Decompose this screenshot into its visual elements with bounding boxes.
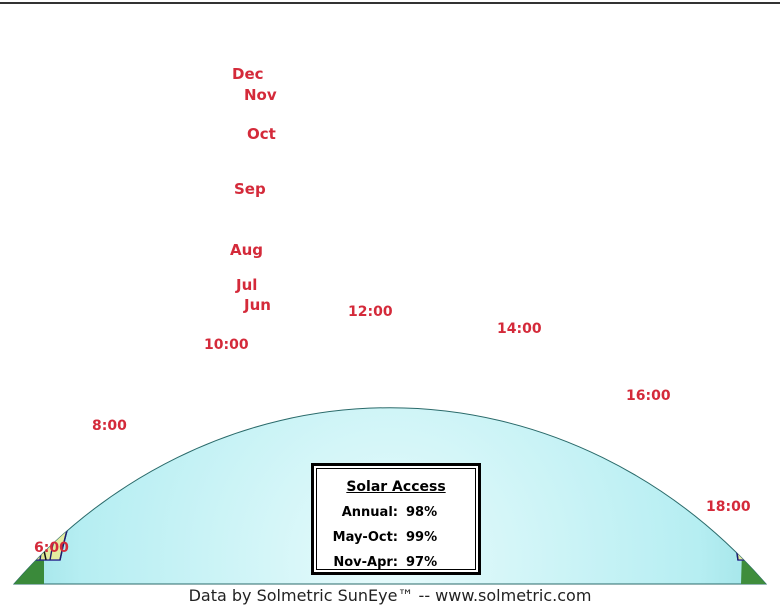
hour-line-2	[92, 215, 126, 395]
solar-access-value: 97%	[406, 555, 438, 570]
month-label-nov: Nov	[244, 86, 277, 104]
month-label-sep: Sep	[234, 180, 266, 198]
solar-access-label: May-Oct:	[332, 530, 398, 545]
month-label-dec: Dec	[232, 65, 264, 83]
solar-access-panel: Solar Access Annual: 98% May-Oct: 99% No…	[311, 463, 481, 575]
hour-line-11	[707, 407, 749, 501]
hour-line-1	[47, 407, 87, 481]
hour-label-18: 18:00	[706, 499, 751, 515]
hour-line-10	[660, 210, 700, 400]
solar-access-row-annual: Annual: 98%	[314, 505, 478, 520]
hour-label-8: 8:00	[92, 418, 127, 434]
solar-access-row-may-oct: May-Oct: 99%	[314, 530, 478, 545]
hour-line-9	[592, 142, 635, 340]
solar-access-value: 98%	[406, 505, 438, 520]
hour-line-6	[366, 68, 395, 282]
hour-line-3	[148, 132, 160, 330]
hour-label-14: 14:00	[497, 321, 542, 337]
hour-line-7	[450, 74, 478, 284]
month-label-jul: Jul	[235, 276, 257, 294]
solar-access-label: Annual:	[341, 505, 398, 520]
solar-access-label: Nov-Apr:	[333, 555, 398, 570]
hour-line-8	[520, 100, 565, 300]
ground-patch-left-dark	[14, 407, 26, 470]
hour-line-5	[290, 72, 305, 302]
hour-line-4	[213, 90, 226, 320]
hour-label-12: 12:00	[348, 304, 393, 320]
hour-label-16: 16:00	[626, 388, 671, 404]
solar-access-value: 99%	[406, 530, 438, 545]
month-label-aug: Aug	[230, 241, 263, 259]
hour-label-10: 10:00	[204, 337, 249, 353]
month-label-jun: Jun	[243, 296, 271, 314]
ground-patch-left	[14, 407, 44, 584]
solar-access-row-nov-apr: Nov-Apr: 97%	[314, 555, 478, 570]
solar-access-title: Solar Access	[346, 479, 446, 495]
footer-credit: Data by Solmetric SunEye™ -- www.solmetr…	[188, 586, 592, 605]
hour-label-6: 6:00	[34, 540, 69, 556]
month-label-oct: Oct	[247, 125, 276, 143]
